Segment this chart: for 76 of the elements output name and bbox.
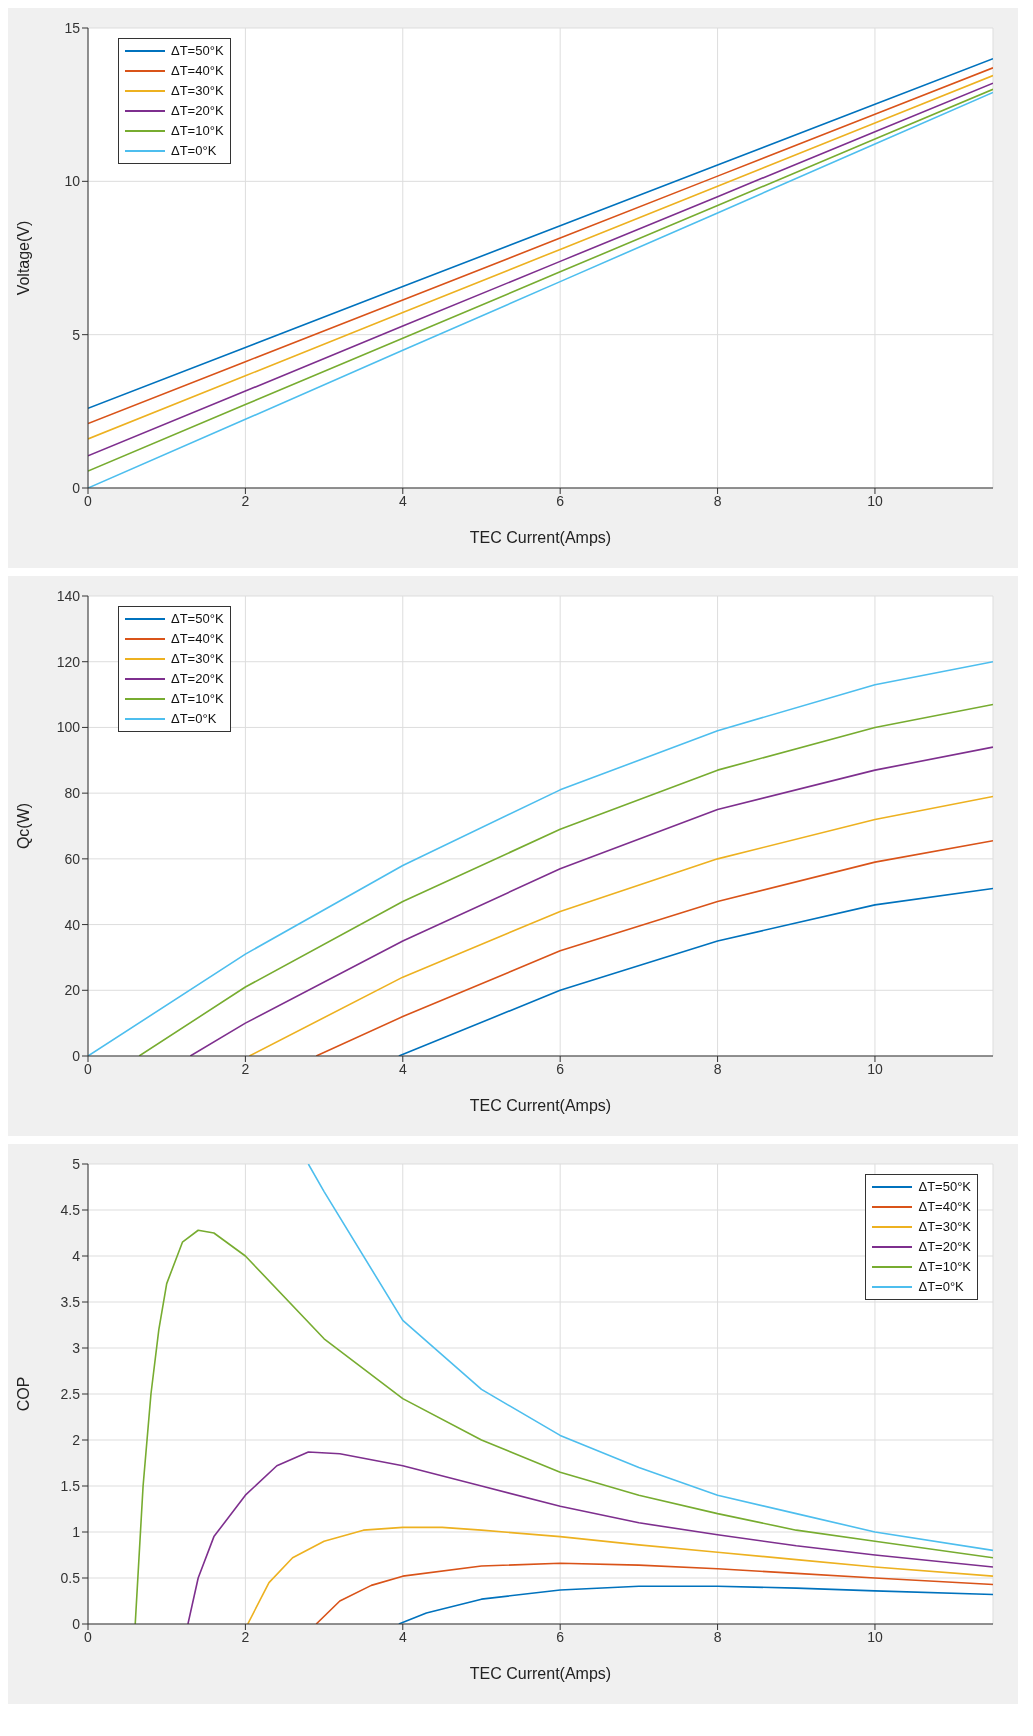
- x-tick-label: 0: [84, 1628, 93, 1645]
- line-series: [315, 1562, 993, 1624]
- x-tick-label: 6: [556, 1060, 565, 1077]
- line-series: [246, 1526, 993, 1624]
- line-series: [307, 1164, 993, 1552]
- line-series: [248, 795, 993, 1056]
- y-tick-label: 0: [72, 1047, 81, 1064]
- y-tick-label: 1: [72, 1523, 81, 1540]
- legend-label: ΔT=50°K: [918, 1178, 971, 1196]
- x-tick-label: 8: [713, 1628, 722, 1645]
- x-tick-label: 10: [867, 1060, 883, 1077]
- legend-label: ΔT=30°K: [171, 650, 224, 668]
- y-tick-label: 10: [64, 173, 81, 190]
- y-tick-label: 2.5: [60, 1385, 81, 1402]
- legend-label: ΔT=20°K: [918, 1238, 971, 1256]
- x-tick-label: 0: [84, 492, 93, 509]
- y-tick-label: 140: [56, 587, 81, 604]
- line-series: [189, 746, 993, 1056]
- legend-label: ΔT=30°K: [171, 82, 224, 100]
- y-tick-label: 5: [72, 326, 81, 343]
- x-tick-label: 10: [867, 1628, 883, 1645]
- legend-label: ΔT=10°K: [918, 1258, 971, 1276]
- x-tick-label: 8: [713, 492, 722, 509]
- y-tick-label: 60: [64, 850, 81, 867]
- y-axis-title: Qc(W): [14, 802, 32, 850]
- legend-label: ΔT=0°K: [918, 1278, 964, 1296]
- legend-label: ΔT=40°K: [171, 630, 224, 648]
- y-tick-label: 15: [64, 19, 81, 36]
- x-tick-label: 6: [556, 492, 565, 509]
- legend-label: ΔT=40°K: [918, 1198, 971, 1216]
- y-axis-title: COP: [14, 1376, 32, 1412]
- y-tick-label: 100: [56, 719, 81, 736]
- legend-label: ΔT=10°K: [171, 690, 224, 708]
- y-tick-label: 0: [72, 1615, 81, 1632]
- line-series: [398, 887, 993, 1056]
- legend-label: ΔT=20°K: [171, 670, 224, 688]
- legend-label: ΔT=30°K: [918, 1218, 971, 1236]
- legend-label: ΔT=10°K: [171, 122, 224, 140]
- y-tick-label: 80: [64, 785, 81, 802]
- y-tick-label: 1.5: [60, 1477, 81, 1494]
- y-tick-label: 0: [72, 479, 81, 496]
- y-tick-label: 20: [64, 982, 81, 999]
- y-tick-label: 0.5: [60, 1569, 81, 1586]
- y-tick-label: 120: [56, 653, 81, 670]
- legend-label: ΔT=0°K: [171, 710, 217, 728]
- line-series: [398, 1585, 993, 1624]
- legend-label: ΔT=0°K: [171, 142, 217, 160]
- y-tick-label: 3: [72, 1339, 81, 1356]
- x-tick-label: 4: [398, 1060, 407, 1077]
- y-tick-label: 4.5: [60, 1201, 81, 1218]
- y-tick-label: 3.5: [60, 1293, 81, 1310]
- line-series: [134, 1229, 993, 1624]
- y-axis-title: Voltage(V): [14, 220, 32, 296]
- x-tick-label: 10: [867, 492, 883, 509]
- x-tick-label: 8: [713, 1060, 722, 1077]
- x-axis-title: TEC Current(Amps): [469, 1097, 612, 1114]
- line-series: [187, 1451, 993, 1624]
- y-tick-label: 2: [72, 1431, 81, 1448]
- line-series: [138, 703, 993, 1056]
- legend-label: ΔT=20°K: [171, 102, 224, 120]
- x-tick-label: 4: [398, 1628, 407, 1645]
- y-tick-label: 4: [72, 1247, 81, 1264]
- x-tick-label: 0: [84, 1060, 93, 1077]
- legend-label: ΔT=50°K: [171, 610, 224, 628]
- x-tick-label: 6: [556, 1628, 565, 1645]
- x-axis-title: TEC Current(Amps): [469, 1665, 612, 1682]
- legend-label: ΔT=50°K: [171, 42, 224, 60]
- x-axis-title: TEC Current(Amps): [469, 529, 612, 546]
- x-tick-label: 2: [241, 1060, 250, 1077]
- y-tick-label: 40: [64, 916, 81, 933]
- x-tick-label: 2: [241, 492, 250, 509]
- x-tick-label: 2: [241, 1628, 250, 1645]
- line-series: [315, 839, 993, 1056]
- x-tick-label: 4: [398, 492, 407, 509]
- y-tick-label: 5: [72, 1155, 81, 1172]
- legend-label: ΔT=40°K: [171, 62, 224, 80]
